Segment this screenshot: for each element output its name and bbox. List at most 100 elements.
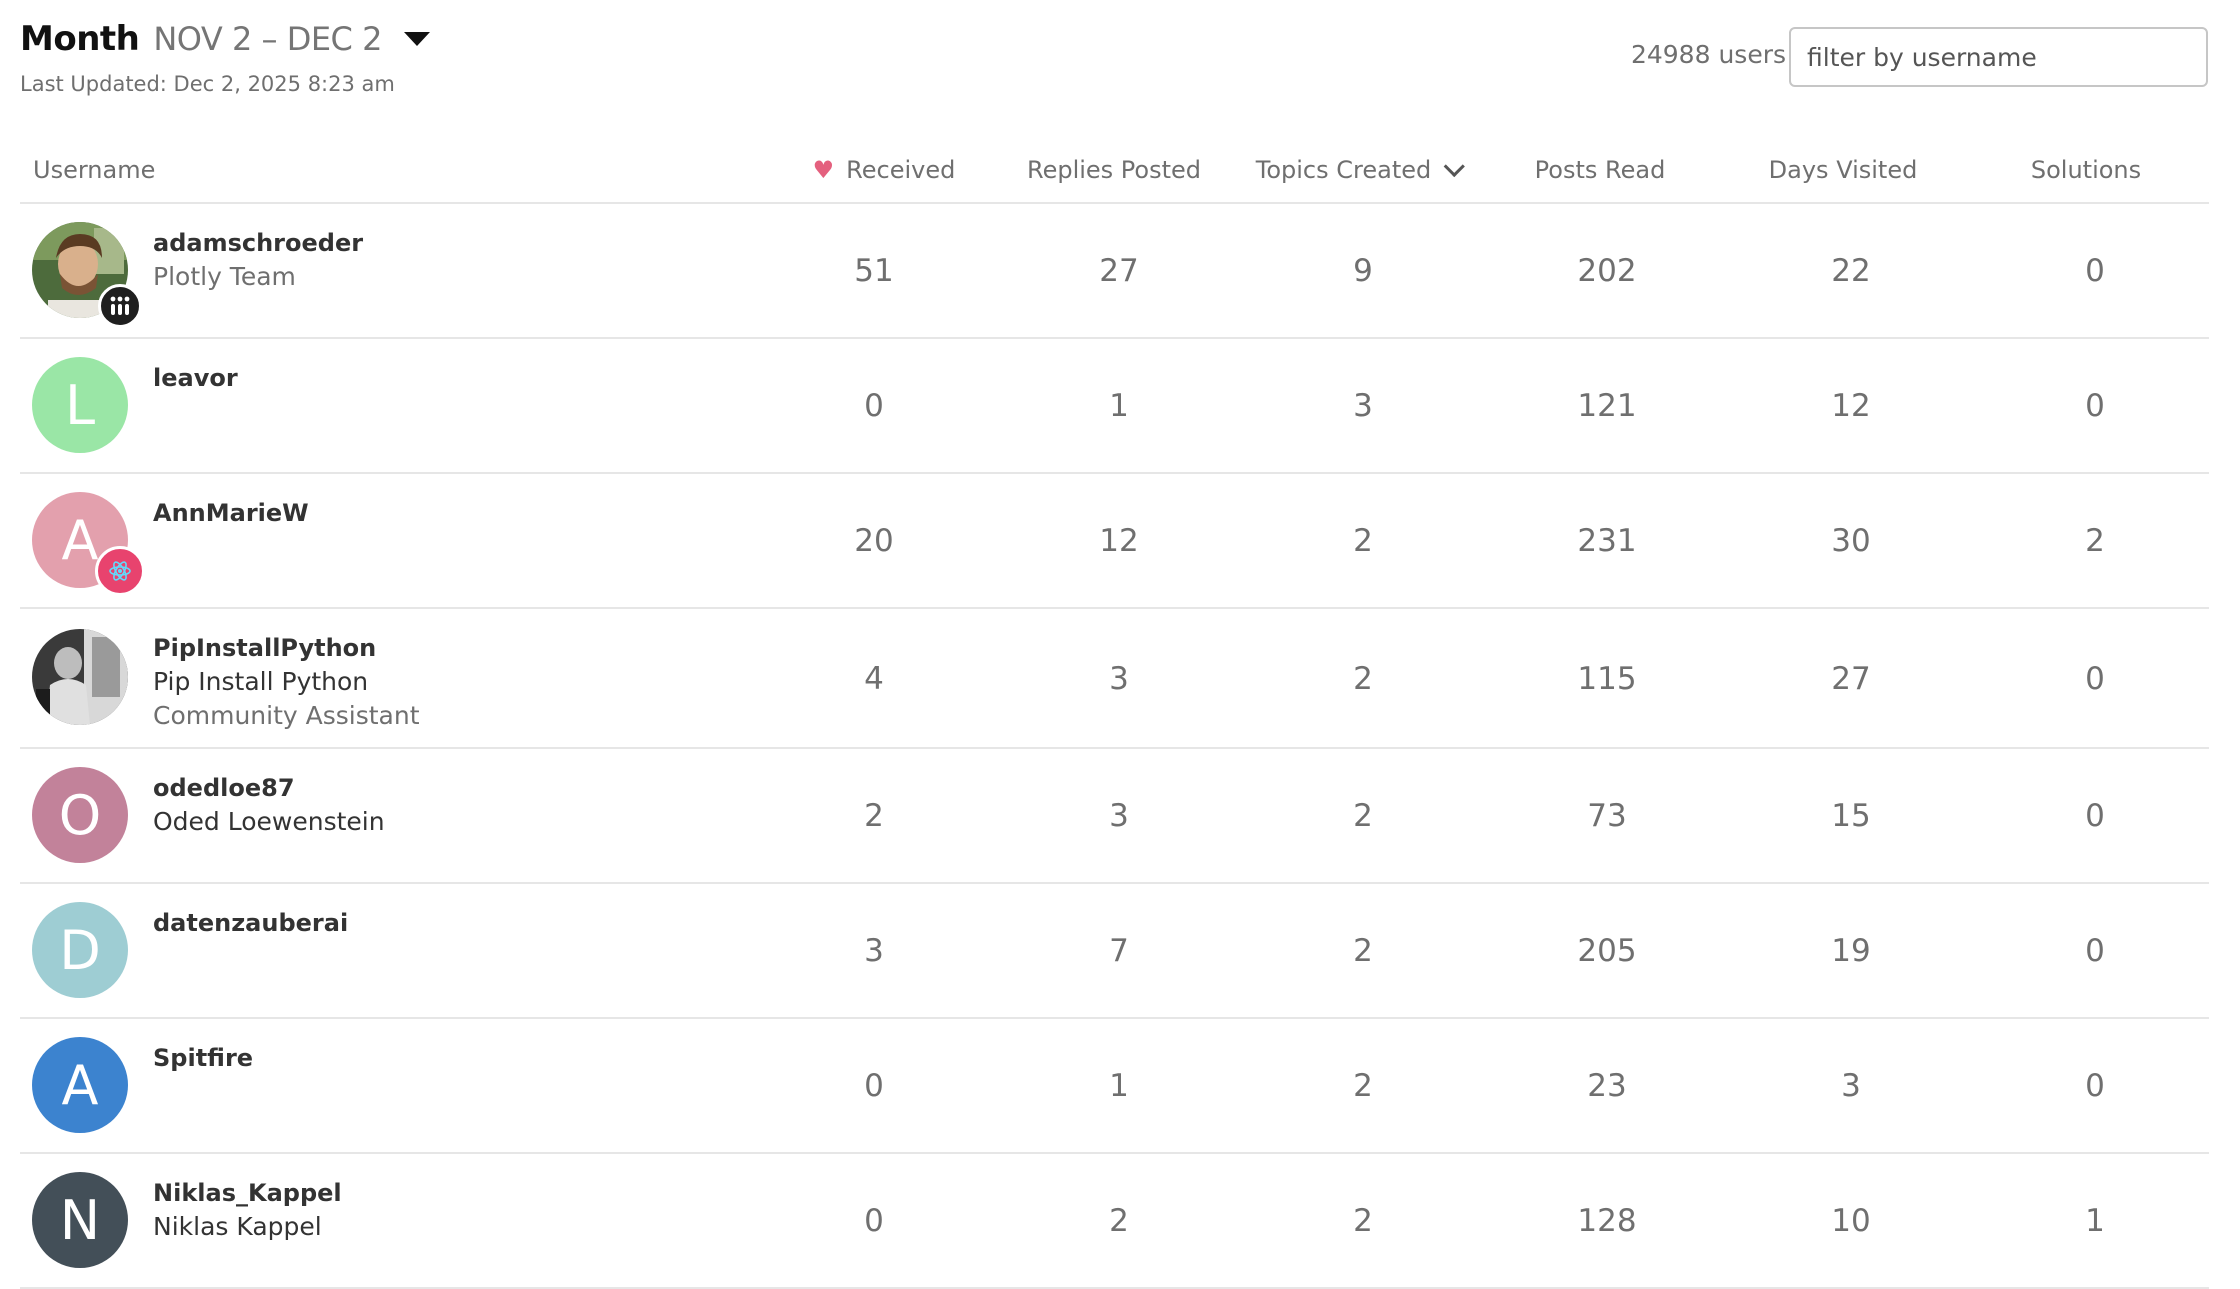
table-row: A Spitfire 0 1 2 23 3 0 bbox=[20, 1019, 2209, 1154]
table-row: L leavor 0 1 3 121 12 0 bbox=[20, 339, 2209, 474]
full-name: Oded Loewenstein bbox=[153, 807, 385, 836]
user-info: AnnMarieW bbox=[153, 496, 309, 530]
username[interactable]: Niklas_Kappel bbox=[153, 1179, 342, 1207]
avatar[interactable] bbox=[32, 629, 128, 725]
user-info: PipInstallPython Pip Install Python Comm… bbox=[153, 631, 420, 733]
column-header-replies-posted[interactable]: Replies Posted bbox=[1026, 156, 1202, 184]
cell-days-visited: 12 bbox=[1831, 388, 1871, 424]
user-title: Community Assistant bbox=[153, 701, 420, 730]
react-badge-icon bbox=[95, 546, 145, 596]
cell-received: 51 bbox=[854, 253, 894, 289]
cell-solutions: 0 bbox=[2085, 798, 2105, 834]
period-label[interactable]: Month bbox=[20, 19, 140, 59]
username[interactable]: PipInstallPython bbox=[153, 634, 377, 662]
cell-posts-read: 115 bbox=[1577, 661, 1637, 697]
caret-down-icon[interactable] bbox=[403, 32, 430, 46]
cell-replies-posted: 7 bbox=[1109, 933, 1129, 969]
table-row: A AnnMarieW 20 12 2 231 30 2 bbox=[20, 474, 2209, 609]
username[interactable]: odedloe87 bbox=[153, 774, 295, 802]
cell-received: 3 bbox=[864, 933, 884, 969]
period-selector[interactable]: Month NOV 2 – DEC 2 bbox=[20, 14, 430, 64]
cell-replies-posted: 27 bbox=[1099, 253, 1139, 289]
directory-table: Username ♥ Received Replies Posted Topic… bbox=[20, 142, 2209, 1289]
column-header-username[interactable]: Username bbox=[33, 156, 156, 184]
heart-icon: ♥ bbox=[812, 156, 835, 184]
plotly-badge-icon bbox=[98, 284, 142, 328]
cell-topics-created: 2 bbox=[1353, 661, 1373, 697]
user-title: Plotly Team bbox=[153, 262, 296, 291]
user-info: Niklas_Kappel Niklas Kappel bbox=[153, 1176, 342, 1244]
cell-posts-read: 231 bbox=[1577, 523, 1637, 559]
cell-received: 20 bbox=[854, 523, 894, 559]
cell-topics-created: 2 bbox=[1353, 1203, 1373, 1239]
avatar[interactable]: N bbox=[32, 1172, 128, 1268]
chevron-down-icon[interactable] bbox=[1444, 155, 1466, 177]
cell-topics-created: 2 bbox=[1353, 523, 1373, 559]
full-name: Pip Install Python bbox=[153, 667, 369, 696]
cell-days-visited: 27 bbox=[1831, 661, 1871, 697]
cell-topics-created: 2 bbox=[1353, 1068, 1373, 1104]
table-row: N Niklas_Kappel Niklas Kappel 0 2 2 128 … bbox=[20, 1154, 2209, 1289]
cell-solutions: 0 bbox=[2085, 933, 2105, 969]
cell-solutions: 0 bbox=[2085, 1068, 2105, 1104]
username[interactable]: adamschroeder bbox=[153, 229, 364, 257]
cell-solutions: 0 bbox=[2085, 661, 2105, 697]
user-info: adamschroeder Plotly Team bbox=[153, 226, 363, 294]
cell-days-visited: 22 bbox=[1831, 253, 1871, 289]
cell-topics-created: 3 bbox=[1353, 388, 1373, 424]
cell-solutions: 0 bbox=[2085, 388, 2105, 424]
cell-replies-posted: 3 bbox=[1109, 798, 1129, 834]
cell-days-visited: 15 bbox=[1831, 798, 1871, 834]
cell-posts-read: 128 bbox=[1577, 1203, 1637, 1239]
column-header-topics-created-label: Topics Created bbox=[1255, 156, 1432, 184]
cell-received: 4 bbox=[864, 661, 884, 697]
cell-replies-posted: 1 bbox=[1109, 388, 1129, 424]
period-range[interactable]: NOV 2 – DEC 2 bbox=[153, 20, 382, 58]
cell-topics-created: 2 bbox=[1353, 798, 1373, 834]
username[interactable]: datenzauberai bbox=[153, 909, 349, 937]
column-header-received[interactable]: ♥ Received bbox=[813, 156, 956, 184]
filter-username-input[interactable] bbox=[1789, 27, 2208, 87]
avatar[interactable]: A bbox=[32, 1037, 128, 1133]
avatar[interactable]: L bbox=[32, 357, 128, 453]
cell-topics-created: 9 bbox=[1353, 253, 1373, 289]
cell-solutions: 1 bbox=[2085, 1203, 2105, 1239]
cell-replies-posted: 3 bbox=[1109, 661, 1129, 697]
table-row: adamschroeder Plotly Team 51 27 9 202 22… bbox=[20, 204, 2209, 339]
avatar[interactable]: O bbox=[32, 767, 128, 863]
cell-posts-read: 205 bbox=[1577, 933, 1637, 969]
cell-received: 0 bbox=[864, 1203, 884, 1239]
column-header-solutions[interactable]: Solutions bbox=[2030, 156, 2142, 184]
cell-topics-created: 2 bbox=[1353, 933, 1373, 969]
username[interactable]: leavor bbox=[153, 364, 238, 392]
cell-replies-posted: 12 bbox=[1099, 523, 1139, 559]
column-header-days-visited[interactable]: Days Visited bbox=[1768, 156, 1918, 184]
column-header-posts-read[interactable]: Posts Read bbox=[1534, 156, 1666, 184]
cell-solutions: 2 bbox=[2085, 523, 2105, 559]
column-header-topics-created[interactable]: Topics Created bbox=[1255, 155, 1466, 184]
cell-replies-posted: 2 bbox=[1109, 1203, 1129, 1239]
cell-received: 2 bbox=[864, 798, 884, 834]
username[interactable]: AnnMarieW bbox=[153, 499, 309, 527]
avatar[interactable]: D bbox=[32, 902, 128, 998]
last-updated: Last Updated: Dec 2, 2025 8:23 am bbox=[20, 72, 395, 96]
column-header-received-label: Received bbox=[846, 156, 956, 184]
cell-days-visited: 10 bbox=[1831, 1203, 1871, 1239]
user-info: Spitfire bbox=[153, 1041, 253, 1075]
user-count: 24988 users bbox=[1630, 40, 1786, 69]
table-row: D datenzauberai 3 7 2 205 19 0 bbox=[20, 884, 2209, 1019]
cell-received: 0 bbox=[864, 388, 884, 424]
username[interactable]: Spitfire bbox=[153, 1044, 254, 1072]
user-info: leavor bbox=[153, 361, 238, 395]
full-name: Niklas Kappel bbox=[153, 1212, 322, 1241]
user-info: datenzauberai bbox=[153, 906, 348, 940]
cell-posts-read: 23 bbox=[1587, 1068, 1627, 1104]
cell-posts-read: 121 bbox=[1577, 388, 1637, 424]
cell-days-visited: 3 bbox=[1841, 1068, 1861, 1104]
table-header: Username ♥ Received Replies Posted Topic… bbox=[20, 142, 2209, 204]
cell-posts-read: 73 bbox=[1587, 798, 1627, 834]
table-row: O odedloe87 Oded Loewenstein 2 3 2 73 15… bbox=[20, 749, 2209, 884]
cell-days-visited: 30 bbox=[1831, 523, 1871, 559]
cell-days-visited: 19 bbox=[1831, 933, 1871, 969]
